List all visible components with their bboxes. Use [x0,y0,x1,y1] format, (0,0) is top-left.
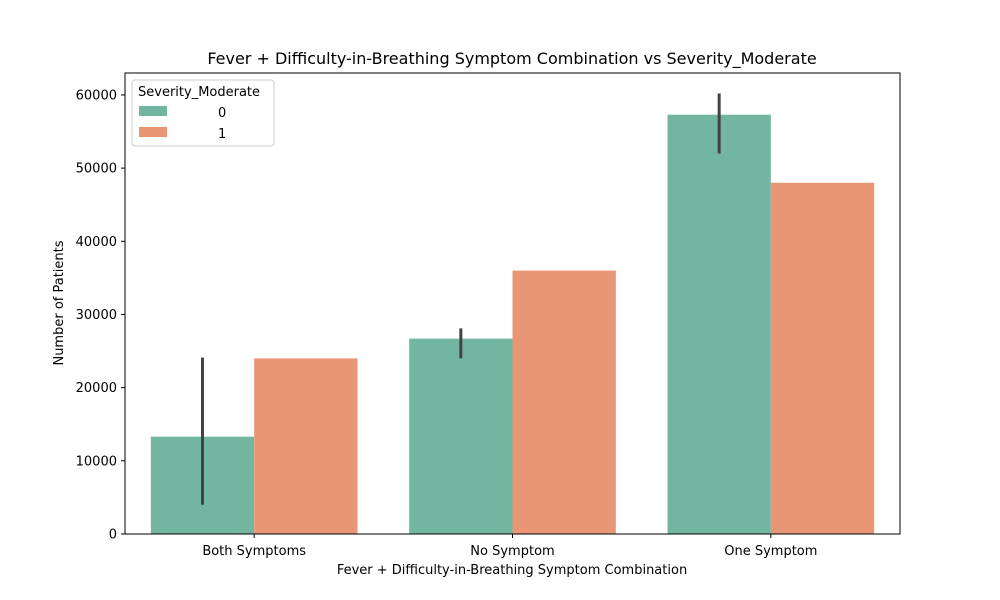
x-tick-label: No Symptom [470,544,554,559]
y-tick-label: 50000 [76,162,117,177]
x-axis-label: Fever + Difficulty-in-Breathing Symptom … [337,563,687,578]
y-axis: 0 10000 20000 30000 40000 50000 60000 [76,88,125,543]
y-tick-label: 60000 [76,88,117,103]
chart-title: Fever + Difficulty-in-Breathing Symptom … [207,49,816,69]
bar-1-no-symptom [512,270,616,534]
bar-0-no-symptom [409,338,513,534]
y-axis-label: Number of Patients [52,240,67,365]
legend: Severity_Moderate 0 1 [131,79,275,147]
y-tick-label: 0 [109,528,117,543]
legend-swatch-1 [139,127,167,137]
y-tick-label: 40000 [76,235,117,250]
x-tick-label: One Symptom [724,544,817,559]
bar-0-one-symptom [667,114,771,534]
legend-label-1: 1 [218,127,226,142]
y-tick-label: 10000 [76,454,117,469]
legend-box [131,79,275,147]
bar-1-one-symptom [770,182,875,534]
bars-layer [150,114,875,534]
x-axis: Both Symptoms No Symptom One Symptom [202,534,817,559]
error-bars-layer [201,93,721,505]
legend-title: Severity_Moderate [138,85,260,100]
x-tick-label: Both Symptoms [202,544,306,559]
legend-label-0: 0 [218,106,226,121]
legend-swatch-0 [139,106,167,116]
y-tick-label: 30000 [76,308,117,323]
bar-1-both-symptoms [254,358,358,534]
y-tick-label: 20000 [76,381,117,396]
